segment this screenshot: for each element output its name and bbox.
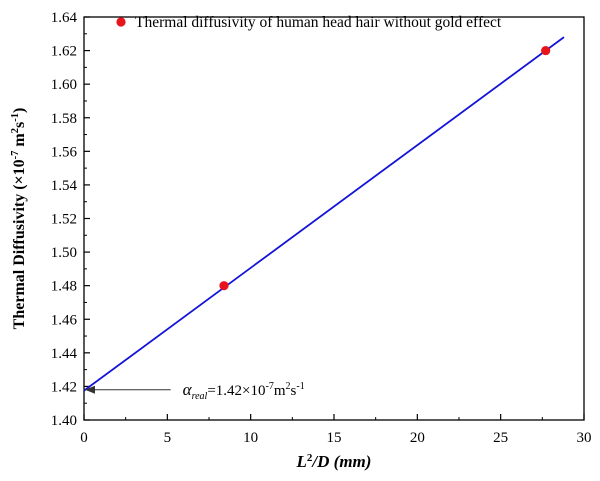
y-axis-label-sup3: -1 [10,113,21,122]
x-tick-label: 5 [164,430,172,446]
annotation-layer: αreal=1.42×10-7m2s-1 [85,380,305,402]
y-tick-label: 1.64 [51,10,78,26]
x-axis-label-main: L [296,452,307,471]
y-tick-label: 1.42 [51,379,77,395]
plot-frame [83,16,585,421]
y-tick-label: 1.46 [51,312,78,328]
x-tick-label: 20 [410,430,425,446]
y-tick-label: 1.58 [51,111,77,127]
y-axis-label-sup2: 2 [10,128,21,133]
annotation-text: αreal=1.42×10-7m2s-1 [183,380,305,402]
legend-label: Thermal diffusivity of human head hair w… [135,14,502,31]
annotation-part: -1 [296,381,304,392]
y-tick-label: 1.54 [51,178,78,194]
y-axis-label-mid: m [11,133,28,151]
y-axis-label-end: ) [11,108,28,113]
y-tick-label: 1.48 [51,279,77,295]
y-tick-label: 1.52 [51,212,77,228]
y-tick-label: 1.60 [51,77,77,93]
y-axis-label-main: Thermal Diffusivity (×10 [11,159,28,329]
legend-marker [116,17,126,27]
annotation-arrowhead [85,385,95,394]
y-axis-label-mid2: s [11,122,28,128]
fit-line [83,36,565,392]
annotation-part: =1.42×10 [207,383,265,399]
y-tick-label: 1.44 [51,346,78,362]
y-tick-label: 1.40 [51,413,77,429]
annotation-part: m [274,383,286,399]
y-tick-label: 1.62 [51,44,77,60]
annotation-part: real [192,391,208,402]
series-layer [83,36,565,392]
y-tick-label: 1.50 [51,245,77,261]
annotation-part: -7 [266,381,274,392]
x-tick-label: 25 [493,430,508,446]
x-axis-label-rest: /D (mm) [310,452,371,471]
y-axis-label-sup1: -7 [10,151,21,160]
data-point [541,45,551,56]
annotation-part: α [183,380,193,399]
data-point [219,281,229,291]
x-tick-label: 15 [327,430,342,446]
ticks-group: 0 5 10 15 20 25 30 1.40 1.42 1.44 1.46 1.48 1.50 1.52… [51,10,592,446]
x-tick-label: 0 [80,430,88,446]
x-axis-label-sup: 2 [307,452,313,464]
annotation-part: 2 [286,381,291,392]
legend: Thermal diffusivity of human head hair w… [116,14,502,31]
annotation-part: s [291,383,297,399]
y-tick-label: 1.56 [51,144,78,160]
x-tick-label: 10 [243,430,258,446]
x-axis-label: L2/D (mm) [296,452,372,471]
x-tick-label: 30 [577,430,592,446]
y-axis-label: Thermal Diffusivity (×10-7 m2s-1) [10,108,28,330]
